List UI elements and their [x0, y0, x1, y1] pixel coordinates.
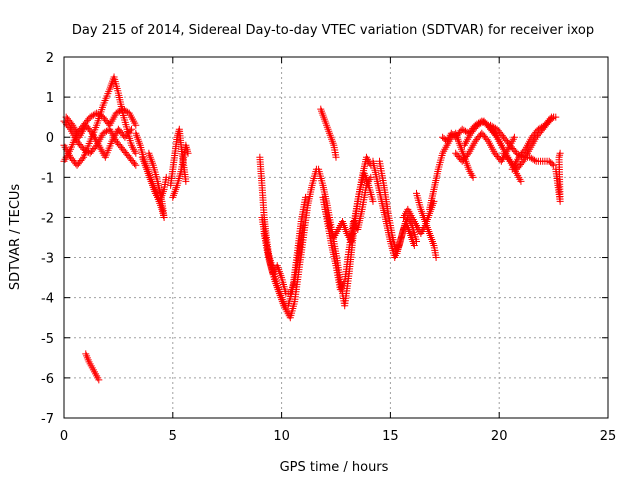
y-tick-label: -6	[41, 372, 54, 387]
data-point	[432, 254, 440, 262]
data-point	[299, 221, 307, 229]
x-tick-label: 25	[600, 429, 617, 444]
data-point	[478, 118, 486, 126]
y-axis-label: SDTVAR / TECUs	[8, 184, 23, 291]
x-tick-label: 15	[382, 429, 399, 444]
data-point	[469, 173, 477, 181]
data-point	[550, 161, 558, 169]
data-point	[78, 155, 86, 163]
data-point	[126, 127, 134, 135]
y-tick-label: 1	[46, 91, 54, 106]
data-point	[552, 113, 560, 121]
x-tick-label: 20	[491, 429, 508, 444]
data-point	[95, 376, 103, 384]
data-point	[510, 133, 518, 141]
data-point	[87, 128, 95, 136]
plot-frame	[63, 56, 609, 419]
data-point	[556, 149, 564, 157]
y-tick-label: -4	[41, 292, 54, 307]
x-axis-label: GPS time / hours	[280, 460, 389, 475]
data-point	[145, 149, 153, 157]
data-point	[531, 156, 539, 164]
data-point	[131, 160, 139, 168]
data-point	[463, 151, 471, 159]
y-tick-label: 2	[46, 51, 54, 66]
data-point	[184, 149, 192, 157]
y-tick-label: -5	[41, 332, 54, 347]
y-tick-label: 0	[46, 131, 54, 146]
data-point	[132, 149, 140, 157]
data-point	[67, 120, 75, 128]
data-point	[132, 161, 140, 169]
data-point	[127, 125, 135, 133]
x-tick-label: 0	[60, 429, 68, 444]
data-point	[162, 173, 170, 181]
data-point	[546, 115, 554, 123]
data-point	[369, 197, 377, 205]
chart-title: Day 215 of 2014, Sidereal Day-to-day VTE…	[72, 23, 594, 38]
data-point	[520, 147, 528, 155]
data-point	[332, 153, 340, 161]
data-point	[492, 132, 500, 140]
axis-ticks: 0 5 10 15 20 25 -7 -6 -5 -4 -3 -2 -1 0 1 2	[41, 51, 616, 444]
data-point	[483, 136, 491, 144]
x-tick-label: 5	[169, 429, 177, 444]
data-point	[410, 242, 418, 250]
y-tick-label: -2	[41, 211, 54, 226]
data-points	[60, 73, 564, 384]
data-point	[518, 159, 526, 167]
y-tick-label: -7	[41, 412, 54, 427]
data-point	[517, 177, 525, 185]
data-point	[132, 121, 140, 129]
x-tick-label: 10	[273, 429, 290, 444]
data-point	[548, 160, 556, 168]
data-point	[182, 177, 190, 185]
y-tick-label: -1	[41, 171, 54, 186]
y-tick-label: -3	[41, 252, 54, 267]
data-point	[302, 193, 310, 201]
